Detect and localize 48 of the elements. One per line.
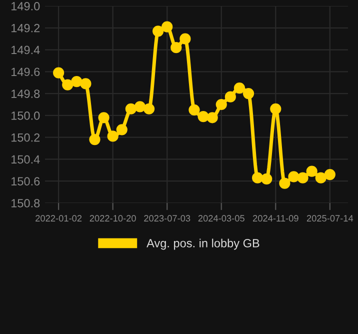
point: [206, 112, 218, 124]
point: [198, 110, 209, 122]
point: [116, 124, 128, 136]
point: [324, 168, 336, 180]
y-tick-label: 150.0: [12, 111, 40, 120]
y-tick-label: 149.6: [12, 68, 40, 76]
y-tick-label: 150.2: [12, 133, 40, 142]
point: [170, 42, 182, 54]
point: [180, 33, 191, 44]
y-tick-label: 150.8: [12, 199, 40, 208]
point: [242, 88, 254, 100]
y-tick-label: 149.2: [12, 24, 40, 32]
point: [53, 67, 64, 78]
point: [98, 112, 110, 124]
x-tick-label: 2022-01-02: [36, 215, 82, 222]
point: [62, 79, 74, 90]
point: [224, 91, 236, 102]
x-tick-label: 2023-07-03: [144, 215, 190, 222]
point: [279, 178, 290, 189]
point: [89, 134, 100, 146]
x-tick-label: 2024-11-09: [253, 215, 298, 222]
y-tick-label: 150.4: [12, 155, 40, 164]
point: [143, 103, 155, 114]
point: [252, 172, 264, 184]
y-tick-label: 149.0: [12, 2, 40, 10]
legend-label: Avg. pos. in lobby GB: [146, 238, 260, 250]
point: [134, 101, 146, 112]
point: [107, 130, 118, 142]
x-tick-label: 2022-10-20: [90, 215, 136, 222]
point: [152, 26, 164, 37]
point: [270, 103, 282, 114]
x-tick-label: 2025-07-14: [306, 215, 354, 222]
point: [162, 21, 173, 32]
point: [125, 103, 136, 114]
point: [71, 76, 82, 88]
point: [288, 171, 300, 182]
point: [315, 172, 326, 184]
point: [216, 98, 227, 110]
y-tick-label: 149.4: [12, 46, 40, 54]
x-tick-label: 2024-03-05: [198, 215, 244, 222]
point: [297, 172, 308, 184]
y-tick-label: 150.6: [12, 177, 40, 186]
y-tick-label: 149.8: [12, 90, 40, 98]
point: [234, 82, 246, 94]
point: [188, 104, 200, 116]
point: [80, 78, 92, 90]
point: [306, 166, 318, 177]
point: [261, 173, 272, 184]
